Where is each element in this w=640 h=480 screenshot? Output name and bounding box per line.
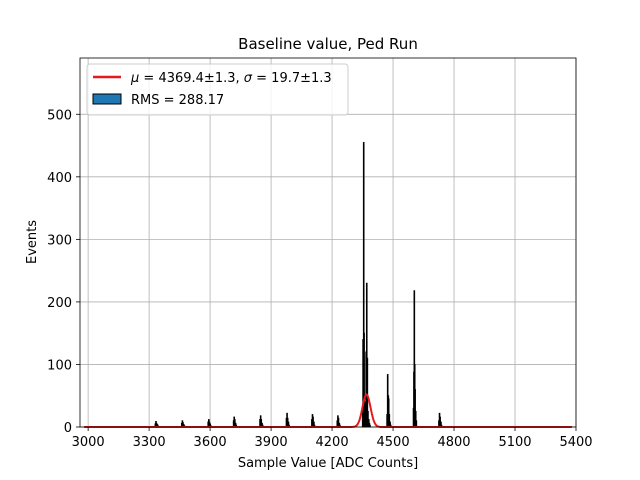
legend-mu-value: = 4369.4±1.3, bbox=[139, 71, 243, 86]
y-tick-label: 300 bbox=[47, 233, 72, 248]
axes: 3000 3300 3600 3900 4200 4500 4800 5100 5400 0 100… bbox=[47, 108, 592, 450]
legend-fit-label: μ = 4369.4±1.3, σ = 19.7±1.3 bbox=[130, 71, 332, 86]
axes-frame bbox=[79, 57, 577, 428]
legend-box bbox=[86, 63, 349, 116]
chart-title: Baseline value, Ped Run bbox=[238, 35, 418, 53]
legend-hist-label: RMS = 288.17 bbox=[131, 93, 224, 108]
x-tick-label: 3600 bbox=[194, 435, 227, 450]
y-tick-label: 500 bbox=[47, 108, 72, 123]
legend-sigma-symbol: σ bbox=[244, 71, 253, 86]
y-tick-label: 100 bbox=[47, 358, 72, 373]
legend-mu-symbol: μ bbox=[130, 71, 139, 86]
y-tick-label: 200 bbox=[47, 296, 72, 311]
x-tick-label: 3300 bbox=[133, 435, 166, 450]
x-tick-label: 5100 bbox=[498, 435, 531, 450]
x-tick-label: 5400 bbox=[559, 435, 592, 450]
x-tick-label: 4500 bbox=[377, 435, 410, 450]
y-tick-label: 400 bbox=[47, 171, 72, 186]
y-axis-label: Events bbox=[25, 220, 40, 264]
x-tick-label: 4800 bbox=[437, 435, 470, 450]
x-axis-label: Sample Value [ADC Counts] bbox=[238, 456, 418, 471]
legend: μ = 4369.4±1.3, σ = 19.7±1.3 RMS = 288.1… bbox=[86, 63, 349, 116]
x-tick-label: 3000 bbox=[72, 435, 105, 450]
legend-hist-swatch bbox=[92, 93, 122, 105]
x-tick-label: 3900 bbox=[255, 435, 288, 450]
x-tick-label: 4200 bbox=[316, 435, 349, 450]
legend-sigma-value: = 19.7±1.3 bbox=[252, 71, 332, 86]
y-tick-label: 0 bbox=[64, 421, 72, 436]
